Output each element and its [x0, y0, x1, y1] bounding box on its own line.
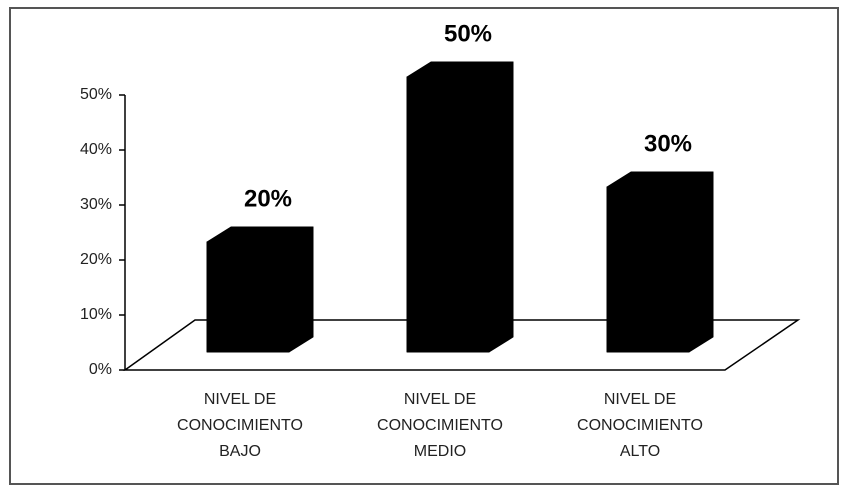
bar-face: [688, 171, 714, 353]
y-tick-label: 30%: [80, 196, 112, 213]
y-tick-label: 40%: [80, 141, 112, 158]
y-tick-label: 0%: [89, 361, 112, 378]
y-tick-label: 10%: [80, 306, 112, 323]
y-tick-label: 20%: [80, 251, 112, 268]
bar: [606, 171, 714, 353]
bar-face: [288, 226, 314, 353]
bar: [206, 226, 314, 353]
value-label: 50%: [444, 20, 492, 47]
bar-face: [406, 76, 490, 353]
y-tick-label: 50%: [80, 86, 112, 103]
value-label: 20%: [244, 185, 292, 212]
bar-face: [606, 186, 690, 353]
x-tick-label: NIVEL DE CONOCIMIENTO BAJO: [177, 391, 303, 460]
x-tick-label: NIVEL DE CONOCIMIENTO ALTO: [577, 391, 703, 460]
value-label: 30%: [644, 130, 692, 157]
bar-face: [488, 61, 514, 353]
x-tick-label: NIVEL DE CONOCIMIENTO MEDIO: [377, 391, 503, 460]
bar: [406, 61, 514, 353]
floor: [122, 319, 801, 371]
bar-face: [206, 241, 290, 353]
